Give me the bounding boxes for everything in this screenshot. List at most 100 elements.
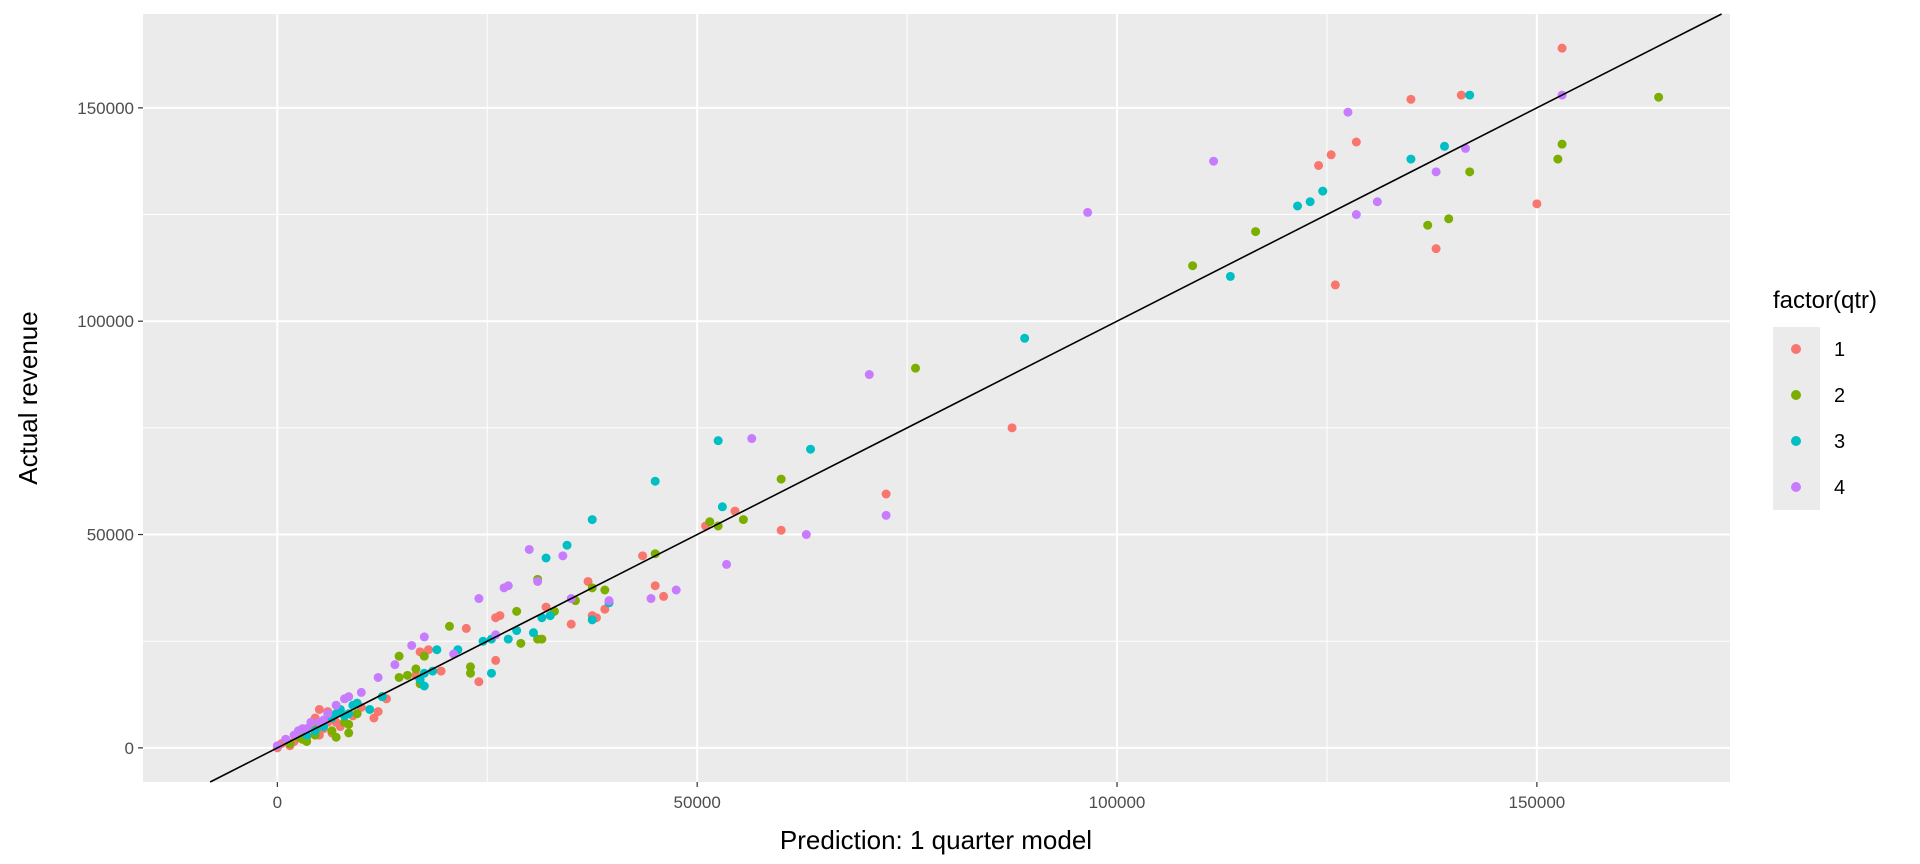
data-point-qtr-3 — [1020, 333, 1030, 343]
data-point-qtr-4 — [340, 694, 350, 704]
data-point-qtr-3 — [545, 611, 555, 621]
data-point-qtr-1 — [491, 655, 501, 665]
y-tick-label: 0 — [125, 739, 134, 758]
data-point-qtr-4 — [604, 596, 614, 606]
data-point-qtr-3 — [562, 540, 572, 550]
data-point-qtr-1 — [461, 623, 471, 633]
legend-key-background — [1773, 327, 1820, 510]
data-point-qtr-2 — [352, 709, 362, 719]
data-point-qtr-4 — [356, 687, 366, 697]
data-point-qtr-2 — [327, 726, 337, 736]
data-point-qtr-4 — [323, 709, 333, 719]
data-point-qtr-4 — [272, 741, 282, 751]
legend: factor(qtr) 1 2 3 4 — [1773, 287, 1877, 510]
data-point-qtr-1 — [583, 576, 593, 586]
data-point-qtr-3 — [340, 711, 350, 721]
data-point-qtr-3 — [541, 553, 551, 563]
data-point-qtr-3 — [365, 704, 375, 714]
data-point-qtr-3 — [717, 502, 727, 512]
minor-gridlines — [143, 14, 1730, 782]
data-point-qtr-2 — [331, 732, 341, 742]
data-point-qtr-3 — [486, 668, 496, 678]
data-point-qtr-1 — [600, 604, 610, 614]
data-point-qtr-2 — [1553, 154, 1563, 164]
legend-key-qtr-1 — [1791, 344, 1801, 354]
data-point-qtr-4 — [1083, 207, 1093, 217]
data-point-qtr-4 — [558, 551, 568, 561]
data-point-qtr-3 — [587, 615, 597, 625]
data-point-qtr-2 — [1251, 227, 1261, 237]
data-point-qtr-1 — [1326, 150, 1336, 160]
data-point-qtr-2 — [340, 717, 350, 727]
data-point-qtr-4 — [499, 583, 509, 593]
legend-label-qtr-4: 4 — [1834, 477, 1845, 499]
data-point-qtr-1 — [373, 707, 383, 717]
data-point-qtr-3 — [806, 444, 816, 454]
data-point-qtr-2 — [1654, 92, 1664, 102]
data-point-qtr-2 — [403, 670, 412, 680]
data-point-qtr-3 — [587, 515, 597, 525]
data-point-qtr-2 — [419, 651, 429, 661]
legend-key-qtr-2 — [1791, 390, 1801, 400]
data-point-qtr-4 — [1351, 210, 1361, 220]
x-tick-label: 150000 — [1509, 793, 1566, 812]
data-point-qtr-1 — [1330, 280, 1340, 290]
data-point-qtr-2 — [713, 521, 723, 531]
data-point-qtr-3 — [1465, 90, 1475, 100]
data-point-qtr-2 — [537, 634, 547, 644]
data-point-qtr-1 — [776, 525, 786, 535]
major-gridlines — [143, 14, 1730, 782]
data-point-qtr-4 — [1209, 156, 1219, 166]
data-point-qtr-1 — [659, 591, 669, 601]
data-point-qtr-1 — [1456, 90, 1466, 100]
x-tick-label: 100000 — [1089, 793, 1146, 812]
identity-reference-line — [209, 13, 1722, 783]
data-point-qtr-2 — [650, 549, 660, 559]
data-point-qtr-4 — [722, 559, 732, 569]
legend-label-qtr-2: 2 — [1834, 385, 1845, 407]
data-point-qtr-2 — [344, 728, 354, 738]
data-point-qtr-4 — [474, 594, 484, 604]
y-axis-ticks: 0 50000 100000 150000 — [77, 99, 143, 758]
data-point-qtr-4 — [1372, 197, 1382, 207]
data-point-qtr-4 — [306, 717, 316, 727]
data-point-qtr-3 — [503, 634, 513, 644]
x-tick-label: 0 — [273, 793, 282, 812]
data-point-qtr-1 — [638, 551, 648, 561]
data-point-qtr-1 — [566, 619, 576, 629]
data-point-qtr-4 — [881, 510, 891, 520]
data-point-qtr-1 — [1007, 423, 1017, 433]
data-point-qtr-3 — [419, 681, 429, 691]
data-point-qtr-4 — [533, 576, 543, 586]
data-point-qtr-3 — [1318, 186, 1328, 196]
data-point-qtr-2 — [516, 638, 526, 648]
data-point-qtr-4 — [373, 672, 383, 682]
plot-panel — [143, 14, 1730, 782]
data-point-qtr-2 — [738, 515, 748, 525]
data-point-qtr-2 — [394, 672, 404, 682]
data-point-qtr-2 — [911, 363, 921, 373]
data-point-qtr-3 — [1440, 141, 1450, 151]
data-point-qtr-3 — [478, 636, 488, 646]
data-point-qtr-4 — [491, 630, 501, 640]
y-axis-title: Actual revenue — [13, 311, 43, 484]
data-point-qtr-1 — [650, 581, 660, 591]
data-point-qtr-3 — [713, 436, 723, 446]
data-point-qtr-1 — [314, 704, 324, 714]
y-tick-label: 50000 — [87, 526, 134, 545]
data-point-qtr-4 — [1343, 107, 1353, 117]
data-point-qtr-2 — [776, 474, 786, 484]
data-point-qtr-2 — [465, 662, 475, 672]
data-point-qtr-2 — [465, 668, 475, 678]
data-point-qtr-1 — [423, 645, 433, 655]
data-point-qtr-2 — [444, 621, 454, 631]
data-point-qtr-1 — [474, 677, 484, 687]
data-point-qtr-3 — [1406, 154, 1416, 164]
data-point-qtr-4 — [646, 594, 656, 604]
data-point-qtr-4 — [801, 530, 811, 540]
data-point-qtr-2 — [411, 664, 421, 674]
data-point-qtr-2 — [394, 651, 404, 661]
legend-key-qtr-3 — [1791, 436, 1801, 446]
data-point-qtr-2 — [705, 517, 715, 527]
legend-label-qtr-3: 3 — [1834, 431, 1845, 453]
